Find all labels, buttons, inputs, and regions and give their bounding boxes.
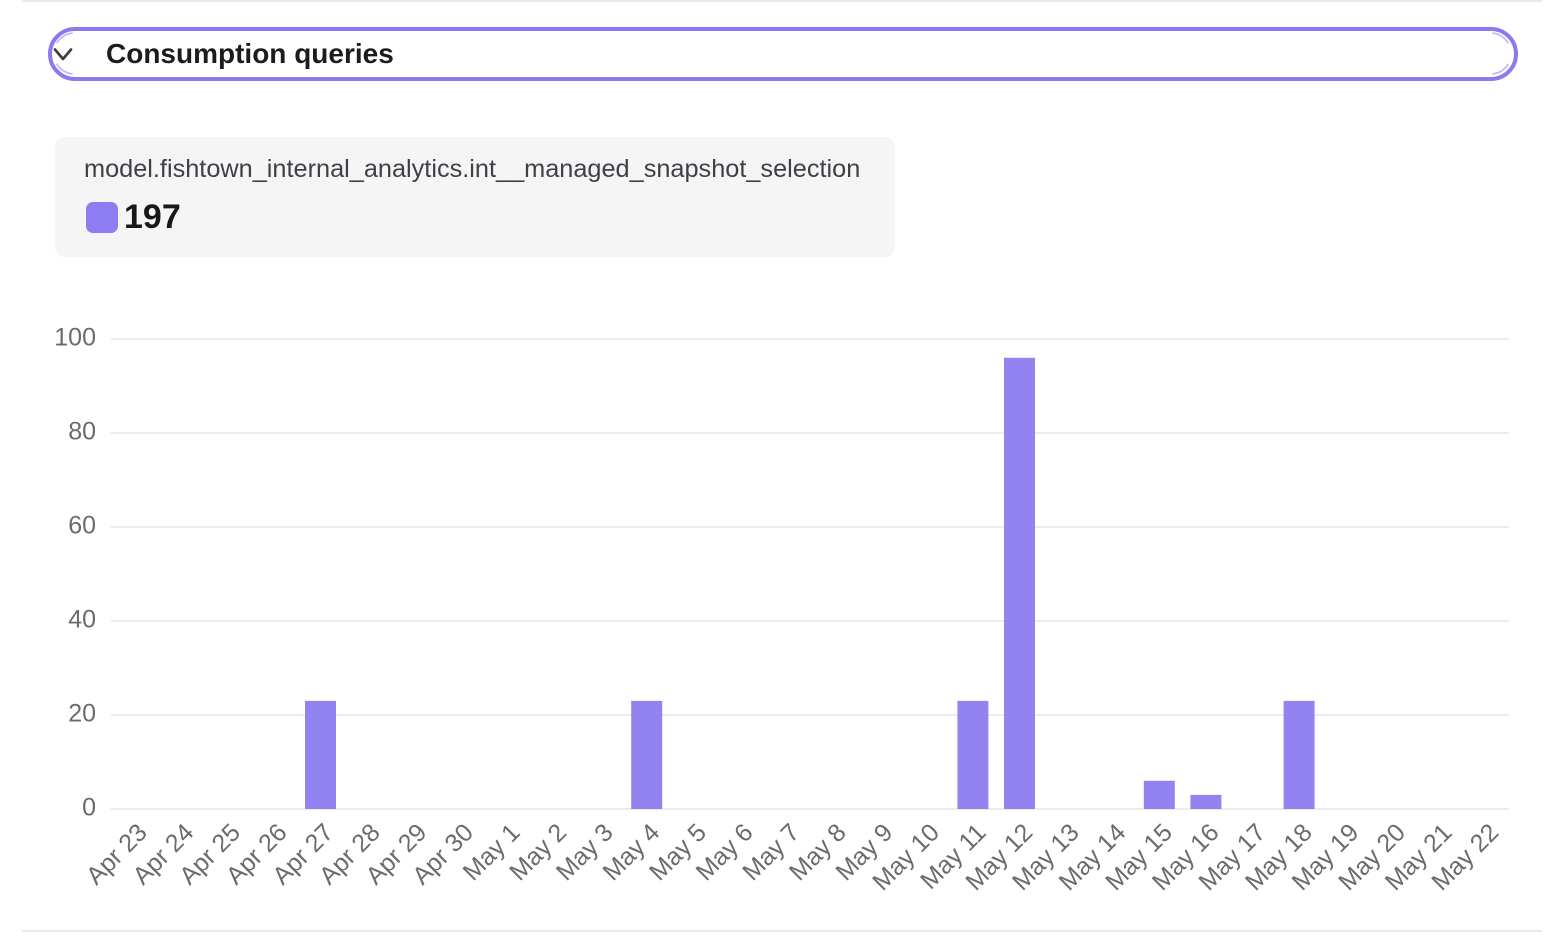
svg-text:60: 60 <box>68 512 96 540</box>
svg-text:20: 20 <box>68 700 96 728</box>
svg-text:80: 80 <box>68 418 96 446</box>
svg-text:100: 100 <box>54 324 96 352</box>
svg-text:40: 40 <box>68 606 96 634</box>
svg-text:0: 0 <box>82 794 96 822</box>
